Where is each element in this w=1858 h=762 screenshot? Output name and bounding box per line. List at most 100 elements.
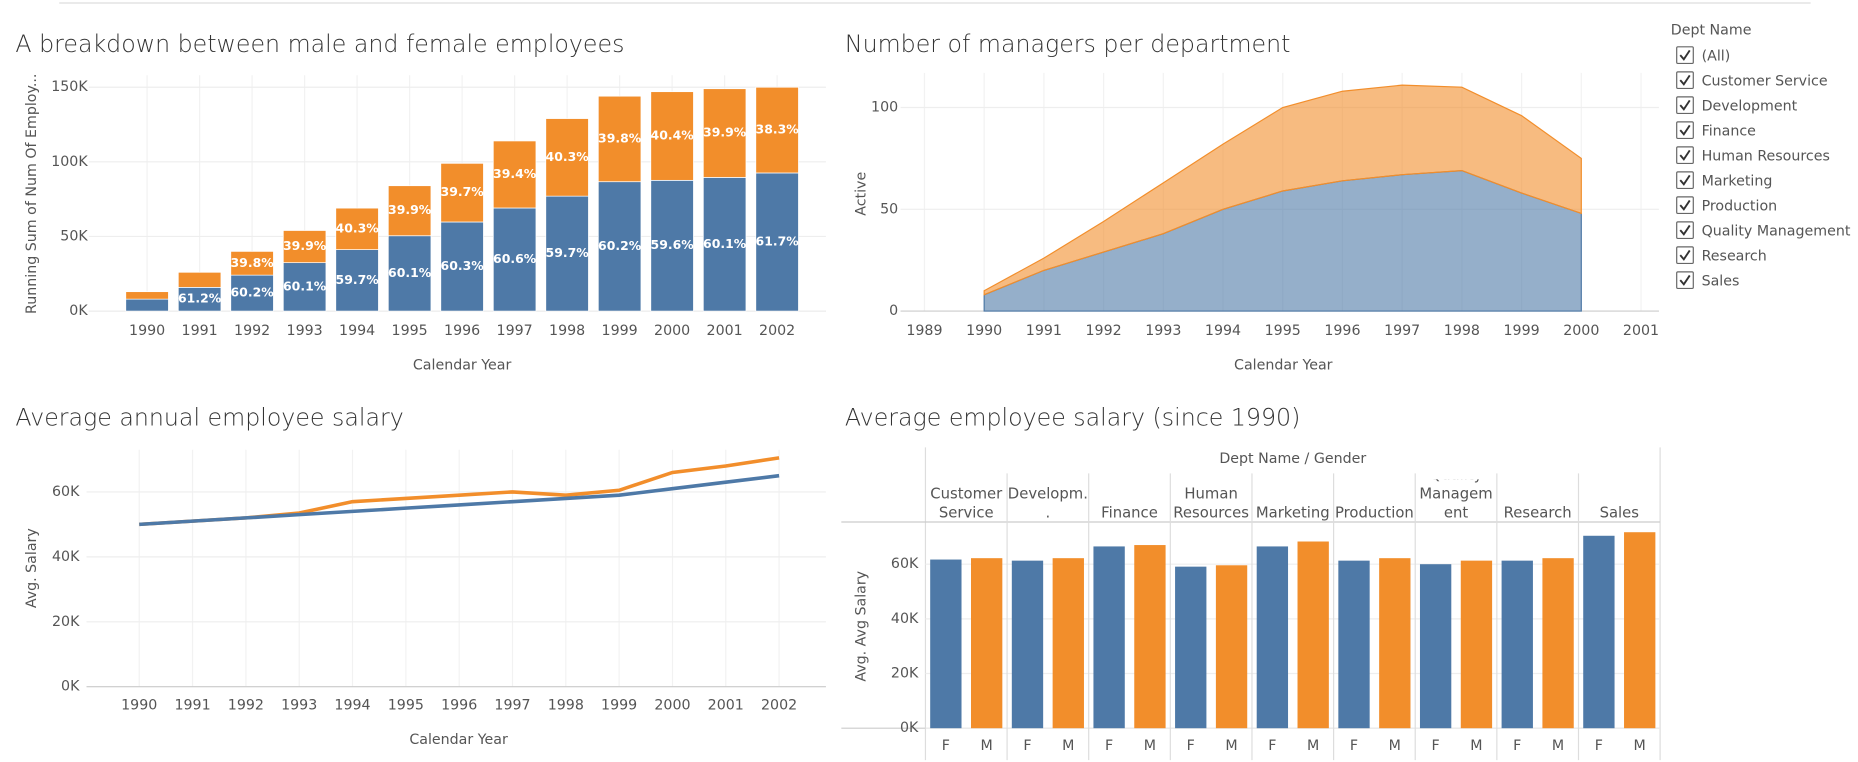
x-tick-label: 1994: [334, 698, 370, 714]
filter-option[interactable]: Development: [1676, 96, 1798, 115]
bar: [1011, 560, 1044, 729]
checkbox[interactable]: [1676, 271, 1694, 290]
x-tick-label: 2000: [654, 323, 690, 339]
dept-header-box: Human Resources: [1173, 484, 1249, 521]
check: [1679, 124, 1691, 136]
filter-option[interactable]: Human Resources: [1676, 146, 1830, 165]
option-label: Production: [1702, 198, 1778, 214]
y-axis-label: Avg. Salary: [24, 528, 40, 608]
check: [1679, 274, 1691, 286]
bar: [1379, 558, 1411, 729]
x-tick-label: 1999: [602, 323, 638, 339]
x-tick-label: 1994: [339, 323, 375, 339]
segment-label: 39.9%: [703, 125, 747, 140]
dept-label: Quality Management: [1419, 479, 1493, 521]
filter-title: Dept Name: [1671, 22, 1752, 38]
x-tick-label: 2002: [761, 698, 797, 714]
bar: [1052, 558, 1084, 729]
filter-option[interactable]: Production: [1676, 196, 1778, 215]
segment-label: 61.2%: [178, 291, 222, 306]
option-label: Customer Service: [1702, 73, 1828, 89]
segment-label: 60.1%: [703, 236, 747, 251]
bar-segment: [597, 95, 642, 183]
filter-option[interactable]: Research: [1676, 246, 1767, 265]
checkbox[interactable]: [1676, 146, 1694, 165]
bar-segment: [650, 179, 694, 312]
filter-option[interactable]: Customer Service: [1676, 71, 1828, 90]
x-tick-label: 1996: [444, 323, 480, 339]
checkbox[interactable]: [1676, 121, 1694, 140]
bar: [1175, 566, 1207, 729]
x-tick-label: 1994: [1205, 323, 1241, 339]
segment-label: 59.7%: [546, 245, 590, 260]
bar: [1542, 558, 1574, 729]
bar-segment: [597, 181, 642, 312]
option-label: Research: [1702, 248, 1767, 264]
checkbox[interactable]: [1676, 96, 1694, 115]
checkbox[interactable]: [1676, 71, 1694, 90]
y-tick-label: 60K: [52, 484, 80, 500]
x-tick-label: 1991: [182, 323, 218, 339]
filter-option[interactable]: Finance: [1676, 121, 1756, 140]
check: [1679, 99, 1691, 111]
bar: [930, 559, 962, 729]
check: [1679, 224, 1691, 236]
bar: [1583, 535, 1615, 729]
bar-segment: [230, 251, 274, 276]
gender-label: F: [1595, 738, 1603, 754]
segment-label: 40.4%: [651, 128, 695, 143]
dept-label: Human Resources: [1173, 484, 1249, 521]
y-tick-label: 0K: [69, 303, 88, 319]
x-tick-label: 1990: [129, 323, 165, 339]
x-tick-label: 1991: [1026, 323, 1062, 339]
x-tick-label: 1995: [388, 698, 424, 714]
dept-header-box: Sales: [1600, 503, 1639, 521]
gender-label: F: [1513, 738, 1521, 754]
bar-segment: [492, 140, 537, 209]
segment-label: 60.2%: [231, 285, 275, 300]
bar-segment: [335, 249, 379, 312]
filter-option[interactable]: Sales: [1676, 271, 1740, 290]
filter-option[interactable]: Quality Management: [1676, 221, 1851, 240]
checkbox[interactable]: [1676, 196, 1694, 215]
chart-title: Number of managers per department: [845, 30, 1291, 58]
segment-label: 60.1%: [283, 278, 327, 293]
x-axis-label: Calendar Year: [409, 732, 508, 748]
checkbox[interactable]: [1676, 246, 1694, 265]
gender-label: F: [1432, 738, 1440, 754]
checkbox[interactable]: [1676, 46, 1694, 65]
segment-label: 40.3%: [336, 220, 380, 235]
x-tick-label: 1999: [601, 698, 637, 714]
bar: [1215, 565, 1248, 729]
check: [1679, 199, 1691, 211]
x-tick-label: 2000: [1563, 323, 1599, 339]
x-tick-label: 1989: [906, 323, 942, 339]
bar-segment: [125, 298, 169, 312]
dept-label: Production: [1334, 503, 1414, 521]
gender-label: M: [1062, 738, 1074, 754]
option-label: Finance: [1702, 123, 1756, 139]
gender-label: F: [1105, 738, 1113, 754]
x-tick-label: 1990: [966, 323, 1002, 339]
segment-label: 59.7%: [336, 272, 380, 287]
checkbox[interactable]: [1676, 171, 1694, 190]
filter-option[interactable]: Marketing: [1676, 171, 1773, 190]
segment-label: 61.7%: [756, 234, 800, 249]
dept-header-box: Developm..: [1008, 484, 1088, 521]
segment-label: 39.4%: [493, 166, 537, 181]
checkbox[interactable]: [1676, 221, 1694, 240]
gender-label: F: [942, 738, 950, 754]
segment-label: 39.8%: [231, 255, 275, 270]
x-tick-label: 1995: [1265, 323, 1301, 339]
x-tick-label: 2001: [708, 698, 744, 714]
bar: [1297, 541, 1329, 729]
y-tick-label: 40K: [52, 549, 80, 565]
x-tick-label: 1998: [549, 323, 585, 339]
x-tick-label: 1995: [392, 323, 428, 339]
option-label: Sales: [1702, 273, 1740, 289]
gender-label: F: [1268, 738, 1276, 754]
dept-label: Marketing: [1255, 503, 1330, 521]
filter-option[interactable]: (All): [1676, 46, 1731, 65]
option-label: Quality Management: [1702, 223, 1851, 239]
